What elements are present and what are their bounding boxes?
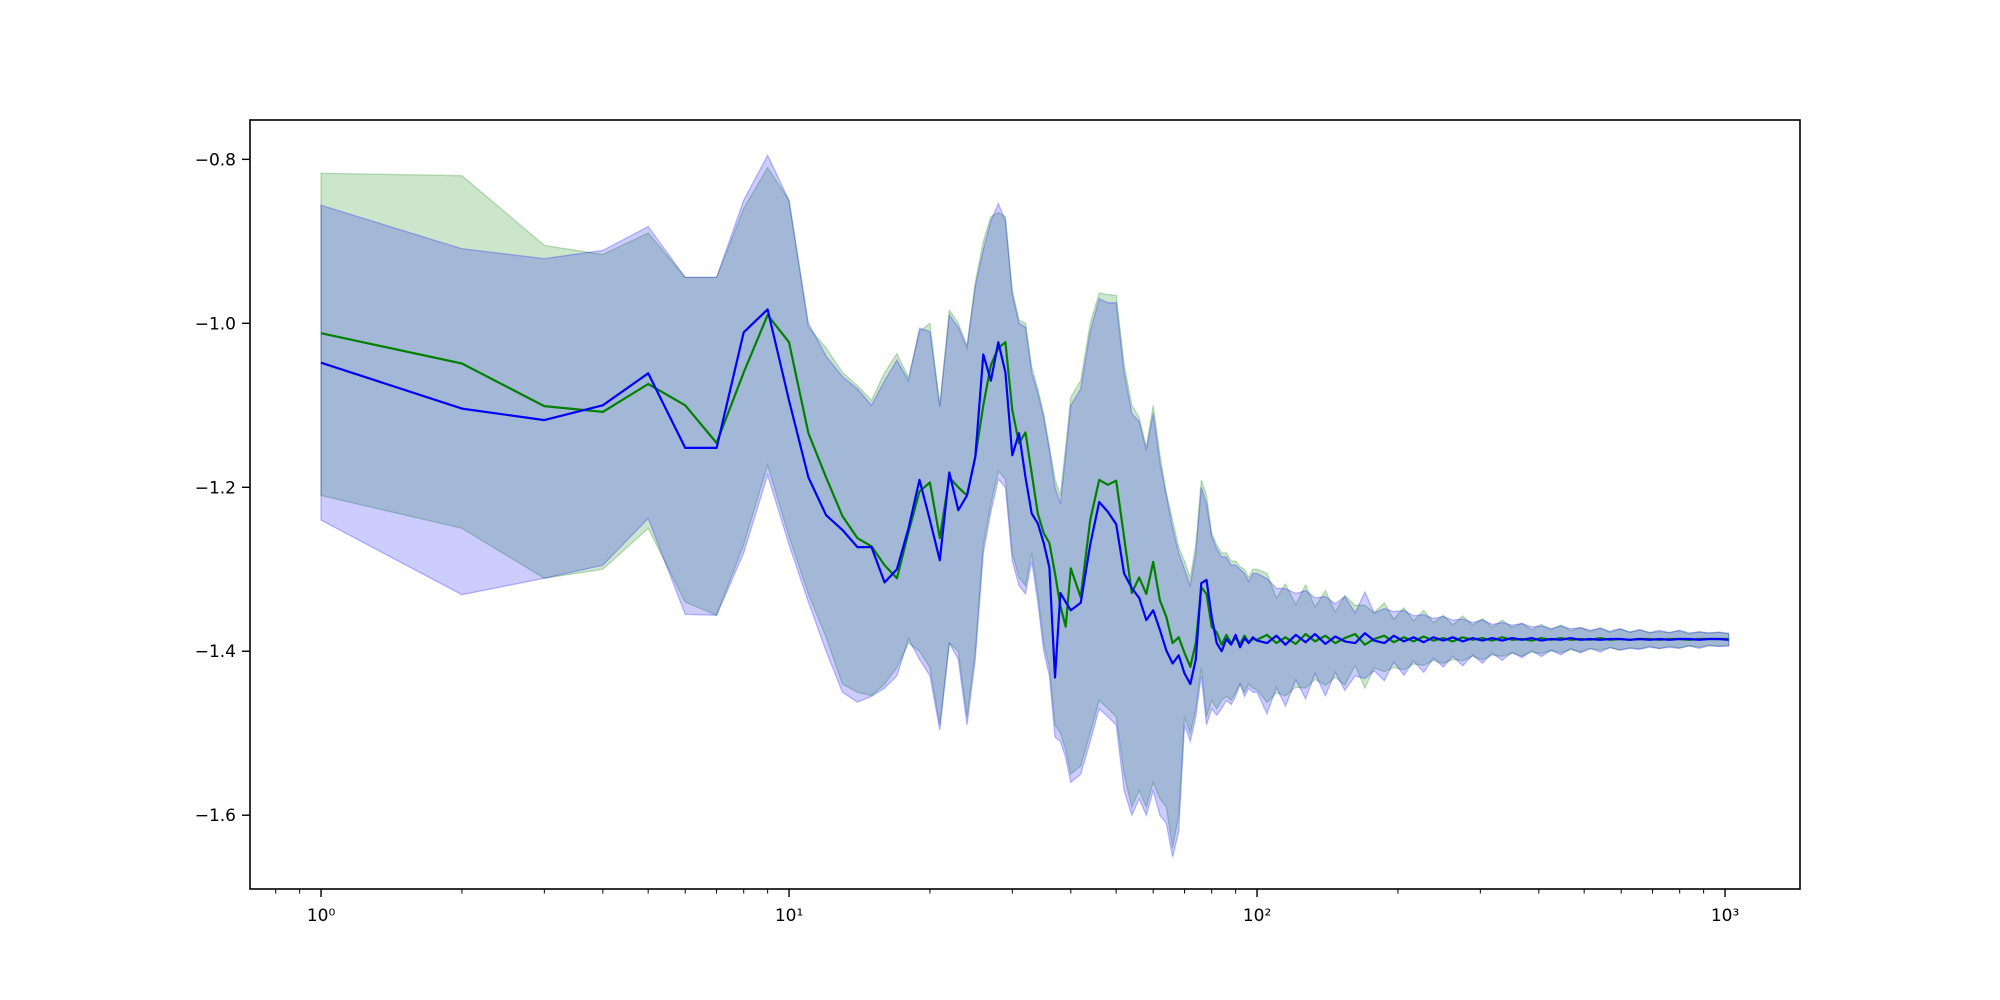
plot-area [320, 153, 1730, 858]
x-tick-label: 10⁰ [307, 906, 336, 926]
blue-confidence-band [320, 153, 1730, 858]
green-confidence-band [320, 166, 1730, 849]
x-tick-label: 10³ [1711, 906, 1739, 926]
blue-mean-line [320, 308, 1729, 686]
x-tick-label: 10² [1243, 906, 1271, 926]
y-tick-label: −1.6 [195, 806, 236, 826]
y-tick-label: −1.2 [195, 478, 236, 498]
axes-spines [249, 119, 1801, 890]
y-tick-label: −1.0 [195, 314, 236, 334]
y-tick-label: −0.8 [195, 150, 236, 170]
x-tick-label: 10¹ [775, 906, 803, 926]
y-tick-label: −1.4 [195, 642, 236, 662]
